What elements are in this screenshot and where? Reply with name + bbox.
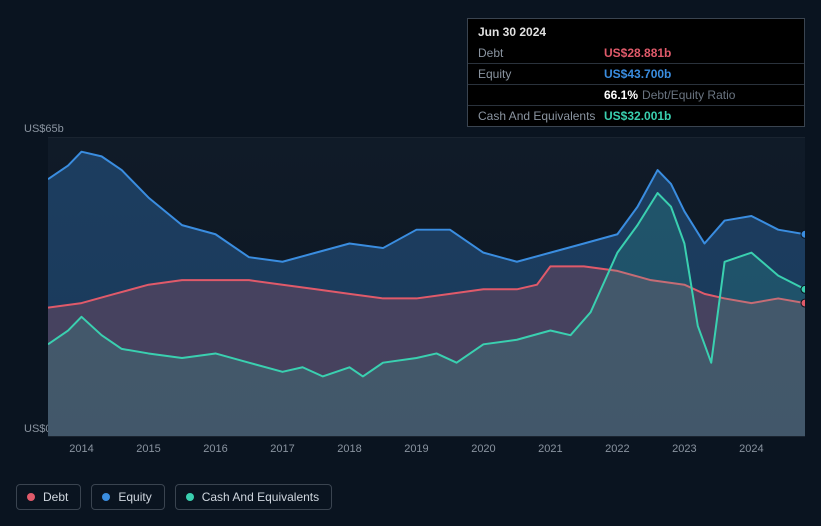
tooltip-label: Cash And Equivalents [478,109,604,123]
tooltip-ratio: 66.1% Debt/Equity Ratio [604,88,735,102]
legend-label: Cash And Equivalents [202,490,319,504]
tooltip-row-cash: Cash And Equivalents US$32.001b [468,106,804,126]
legend-item-cash[interactable]: Cash And Equivalents [175,484,332,510]
tooltip-ratio-pct: 66.1% [604,88,638,102]
tooltip-label: Debt [478,46,604,60]
xaxis-tick: 2017 [270,443,294,455]
hover-tooltip: Jun 30 2024 Debt US$28.881b Equity US$43… [467,18,805,127]
series-endpoint-debt [801,299,805,307]
xaxis-tick: 2024 [739,443,763,455]
legend-label: Debt [43,490,68,504]
xaxis-tick: 2023 [672,443,696,455]
xaxis-tick: 2019 [404,443,428,455]
tooltip-label: Equity [478,67,604,81]
xaxis-tick: 2014 [69,443,93,455]
plot-area[interactable] [48,137,805,437]
series-endpoint-cash [801,285,805,293]
tooltip-date: Jun 30 2024 [468,19,804,43]
tooltip-label [478,88,604,102]
xaxis-tick: 2020 [471,443,495,455]
tooltip-row-debt: Debt US$28.881b [468,43,804,64]
tooltip-value: US$28.881b [604,46,671,60]
legend-item-debt[interactable]: Debt [16,484,81,510]
area-chart: US$65b US$0 2014201520162017201820192020… [16,125,805,465]
chart-svg [48,138,805,436]
tooltip-row-ratio: 66.1% Debt/Equity Ratio [468,85,804,106]
xaxis-tick: 2021 [538,443,562,455]
legend-dot-icon [102,493,110,501]
xaxis-tick: 2018 [337,443,361,455]
legend-item-equity[interactable]: Equity [91,484,164,510]
xaxis-tick: 2022 [605,443,629,455]
legend: Debt Equity Cash And Equivalents [16,484,332,510]
tooltip-value: US$32.001b [604,109,671,123]
xaxis-tick: 2015 [136,443,160,455]
legend-dot-icon [186,493,194,501]
legend-dot-icon [27,493,35,501]
legend-label: Equity [118,490,151,504]
chart-container: Jun 30 2024 Debt US$28.881b Equity US$43… [0,0,821,526]
series-endpoint-equity [801,230,805,238]
xaxis-tick: 2016 [203,443,227,455]
xaxis: 2014 2015 2016 2017 2018 2019 2020 2021 2022 2023… [48,443,805,461]
yaxis-label-top: US$65b [24,123,64,135]
tooltip-value: US$43.700b [604,67,671,81]
tooltip-ratio-label: Debt/Equity Ratio [642,88,735,102]
tooltip-row-equity: Equity US$43.700b [468,64,804,85]
